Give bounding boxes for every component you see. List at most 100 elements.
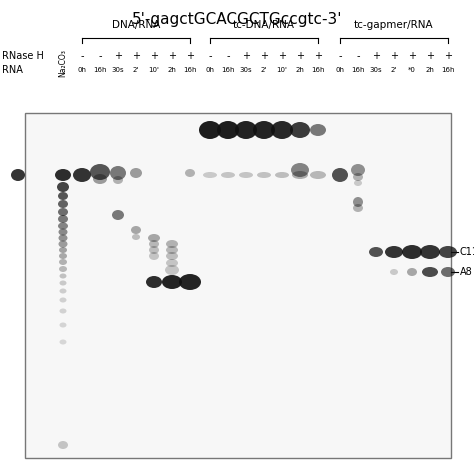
- Text: 0h: 0h: [206, 67, 215, 73]
- Text: +: +: [150, 51, 158, 61]
- Text: 10': 10': [148, 67, 159, 73]
- Ellipse shape: [90, 164, 110, 180]
- Ellipse shape: [439, 246, 457, 258]
- Ellipse shape: [257, 172, 271, 178]
- Ellipse shape: [185, 169, 195, 177]
- Ellipse shape: [146, 276, 162, 288]
- Text: C11: C11: [460, 247, 474, 257]
- Ellipse shape: [110, 166, 126, 180]
- Ellipse shape: [217, 121, 239, 139]
- Ellipse shape: [369, 247, 383, 257]
- Ellipse shape: [113, 176, 123, 184]
- Text: +: +: [426, 51, 434, 61]
- Text: 2': 2': [133, 67, 139, 73]
- Text: 2h: 2h: [296, 67, 304, 73]
- Ellipse shape: [58, 200, 68, 208]
- Ellipse shape: [275, 172, 289, 178]
- Ellipse shape: [310, 124, 326, 136]
- Ellipse shape: [166, 240, 178, 248]
- Text: DNA/RNA: DNA/RNA: [112, 20, 160, 30]
- Text: 30s: 30s: [112, 67, 124, 73]
- Ellipse shape: [60, 308, 66, 313]
- Ellipse shape: [179, 274, 201, 290]
- Text: -: -: [208, 51, 212, 61]
- Ellipse shape: [422, 267, 438, 277]
- Text: -: -: [356, 51, 360, 61]
- Text: -: -: [80, 51, 84, 61]
- Text: A8: A8: [460, 267, 473, 277]
- Ellipse shape: [239, 172, 253, 178]
- Ellipse shape: [60, 281, 66, 285]
- Ellipse shape: [60, 274, 66, 279]
- Ellipse shape: [60, 298, 66, 303]
- Text: 16h: 16h: [351, 67, 365, 73]
- Ellipse shape: [271, 121, 293, 139]
- Ellipse shape: [60, 289, 66, 293]
- Ellipse shape: [253, 121, 275, 139]
- Ellipse shape: [166, 259, 178, 267]
- Ellipse shape: [149, 252, 159, 260]
- Ellipse shape: [353, 173, 363, 181]
- Ellipse shape: [132, 234, 140, 240]
- Ellipse shape: [441, 267, 455, 277]
- Text: 2': 2': [261, 67, 267, 73]
- Text: -: -: [338, 51, 342, 61]
- Text: 16h: 16h: [93, 67, 107, 73]
- Text: +: +: [168, 51, 176, 61]
- Text: Na₂CO₃: Na₂CO₃: [58, 49, 67, 77]
- Ellipse shape: [351, 164, 365, 176]
- Ellipse shape: [131, 226, 141, 234]
- Ellipse shape: [93, 174, 107, 184]
- Ellipse shape: [11, 169, 25, 181]
- Text: *0: *0: [408, 67, 416, 73]
- Ellipse shape: [58, 215, 68, 223]
- Text: +: +: [408, 51, 416, 61]
- Ellipse shape: [420, 245, 440, 259]
- Ellipse shape: [58, 192, 68, 200]
- Ellipse shape: [166, 252, 178, 260]
- Ellipse shape: [73, 168, 91, 182]
- Ellipse shape: [407, 268, 417, 276]
- Text: 16h: 16h: [441, 67, 455, 73]
- Text: +: +: [314, 51, 322, 61]
- Text: 16h: 16h: [183, 67, 197, 73]
- Ellipse shape: [130, 168, 142, 178]
- Text: 30s: 30s: [240, 67, 252, 73]
- Ellipse shape: [58, 235, 67, 242]
- Ellipse shape: [55, 169, 71, 181]
- Text: 2h: 2h: [168, 67, 176, 73]
- Ellipse shape: [58, 208, 68, 216]
- Ellipse shape: [59, 247, 67, 253]
- Ellipse shape: [353, 197, 363, 207]
- Ellipse shape: [310, 171, 326, 179]
- Ellipse shape: [60, 339, 66, 345]
- Ellipse shape: [402, 245, 422, 259]
- Ellipse shape: [332, 168, 348, 182]
- Ellipse shape: [58, 228, 67, 235]
- Bar: [25, 113, 451, 458]
- Text: 30s: 30s: [370, 67, 383, 73]
- Text: -: -: [98, 51, 102, 61]
- Text: 2': 2': [391, 67, 397, 73]
- Text: 5'-gagctGCACGCTGccgtc-3': 5'-gagctGCACGCTGccgtc-3': [132, 12, 342, 27]
- Ellipse shape: [59, 253, 67, 259]
- Ellipse shape: [166, 246, 178, 254]
- Text: 0h: 0h: [336, 67, 345, 73]
- Ellipse shape: [290, 122, 310, 138]
- Text: 16h: 16h: [221, 67, 235, 73]
- Ellipse shape: [148, 234, 160, 242]
- Ellipse shape: [199, 121, 221, 139]
- Text: tc-DNA/RNA: tc-DNA/RNA: [233, 20, 295, 30]
- Text: 16h: 16h: [311, 67, 325, 73]
- Text: +: +: [242, 51, 250, 61]
- Ellipse shape: [58, 222, 68, 229]
- Text: -: -: [226, 51, 230, 61]
- Text: +: +: [278, 51, 286, 61]
- Ellipse shape: [162, 275, 182, 289]
- Ellipse shape: [149, 246, 159, 254]
- Text: 0h: 0h: [78, 67, 86, 73]
- Ellipse shape: [353, 204, 363, 212]
- Text: 2h: 2h: [426, 67, 435, 73]
- Ellipse shape: [354, 180, 362, 186]
- Text: +: +: [390, 51, 398, 61]
